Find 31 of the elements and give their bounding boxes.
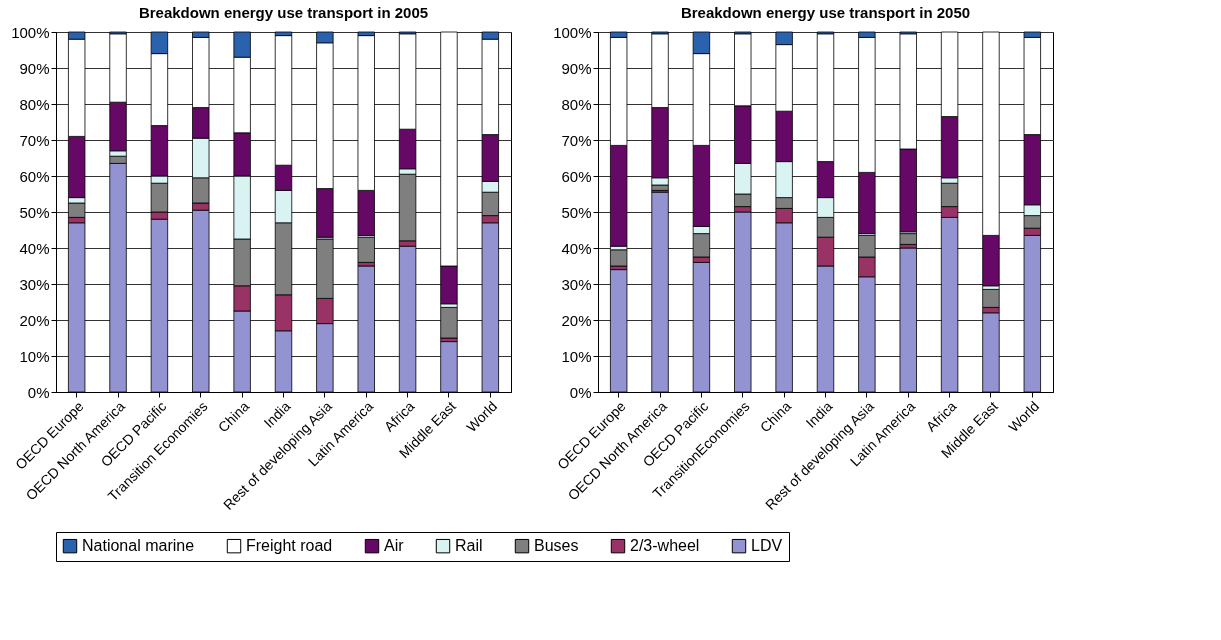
- y-tick-label: 30%: [561, 275, 592, 293]
- y-tick-label: 50%: [19, 203, 50, 221]
- y-tick-label: 20%: [19, 311, 50, 329]
- y-tick-label: 60%: [561, 167, 592, 185]
- y-tick-label: 20%: [561, 311, 592, 329]
- y-tick-label: 10%: [561, 347, 592, 365]
- y-tick-label: 90%: [561, 59, 592, 77]
- legend-label: Freight road: [246, 537, 333, 555]
- chart-title: Breakdown energy use transport in 2050: [680, 4, 971, 21]
- legend-label: LDV: [751, 537, 783, 555]
- y-tick-label: 10%: [19, 347, 50, 365]
- y-tick-label: 40%: [561, 239, 592, 257]
- y-tick-label: 40%: [19, 239, 50, 257]
- y-tick-label: 80%: [561, 95, 592, 113]
- y-tick-label: 100%: [553, 23, 592, 41]
- legend-label: 2/3-wheel: [630, 537, 700, 555]
- y-tick-label: 70%: [561, 131, 592, 149]
- y-tick-label: 70%: [19, 131, 50, 149]
- legend-label: Air: [384, 537, 405, 555]
- y-tick-label: 30%: [19, 275, 50, 293]
- y-tick-label: 50%: [561, 203, 592, 221]
- legend-label: National marine: [82, 537, 195, 555]
- y-tick-label: 60%: [19, 167, 50, 185]
- y-tick-label: 80%: [19, 95, 50, 113]
- y-tick-label: 0%: [569, 383, 592, 401]
- y-tick-label: 0%: [27, 383, 50, 401]
- chart-title: Breakdown energy use transport in 2005: [138, 4, 429, 21]
- legend-label: Rail: [455, 537, 483, 555]
- y-tick-label: 90%: [19, 59, 50, 77]
- y-tick-label: 100%: [11, 23, 50, 41]
- legend-label: Buses: [534, 537, 579, 555]
